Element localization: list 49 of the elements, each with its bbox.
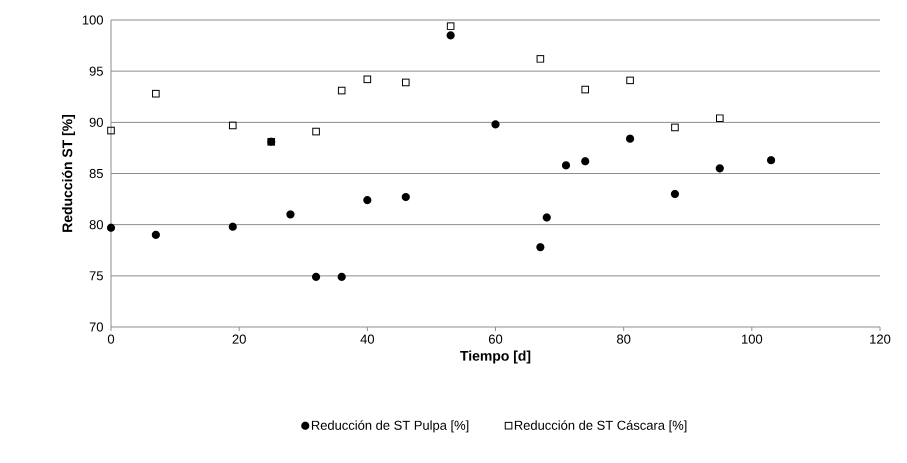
point bbox=[626, 76, 634, 84]
x-tick-label: 40 bbox=[360, 334, 374, 344]
point bbox=[562, 161, 570, 170]
x-tick-label: 120 bbox=[870, 334, 890, 344]
point bbox=[312, 272, 320, 281]
point bbox=[338, 272, 346, 281]
y-tick-label: 70 bbox=[90, 322, 103, 332]
y-tick-label: 75 bbox=[90, 271, 103, 280]
point bbox=[446, 31, 455, 40]
point bbox=[670, 190, 680, 198]
point bbox=[626, 134, 634, 143]
y-axis-title: Reducción ST [%] bbox=[62, 115, 76, 232]
point bbox=[228, 222, 237, 231]
point bbox=[671, 124, 679, 132]
point bbox=[338, 86, 346, 94]
point bbox=[446, 22, 454, 30]
x-tick-label: 100 bbox=[742, 334, 762, 344]
point bbox=[152, 230, 160, 239]
point bbox=[536, 243, 544, 252]
point bbox=[286, 210, 295, 219]
point bbox=[363, 196, 372, 204]
y-tick-label: 90 bbox=[90, 118, 103, 127]
point bbox=[542, 213, 551, 222]
legend-label: Reducción de ST Cáscara [%] bbox=[514, 420, 686, 432]
y-tick-label: 85 bbox=[90, 168, 103, 178]
point bbox=[581, 86, 590, 94]
point bbox=[716, 114, 724, 122]
point bbox=[364, 76, 372, 84]
y-tick-label: 100 bbox=[82, 15, 103, 25]
point bbox=[716, 164, 724, 172]
y-tick-label: 80 bbox=[90, 220, 103, 230]
legend-label: Reducción de ST Pulpa [%] bbox=[312, 420, 468, 432]
x-tick-label: 0 bbox=[108, 334, 114, 344]
point bbox=[312, 128, 320, 136]
point bbox=[402, 192, 410, 202]
point bbox=[152, 90, 160, 98]
x-tick-label: 80 bbox=[617, 334, 630, 344]
y-tick-label: 95 bbox=[90, 66, 103, 76]
point bbox=[106, 224, 116, 232]
point bbox=[491, 120, 500, 128]
point bbox=[581, 157, 590, 166]
x-tick-label: 20 bbox=[232, 334, 246, 344]
point bbox=[107, 126, 115, 134]
point bbox=[402, 78, 410, 86]
point bbox=[536, 55, 544, 63]
point bbox=[228, 122, 237, 130]
point bbox=[766, 156, 776, 164]
x-axis-title: Tiempo [d] bbox=[460, 350, 530, 364]
x-tick-label: 60 bbox=[488, 334, 502, 344]
